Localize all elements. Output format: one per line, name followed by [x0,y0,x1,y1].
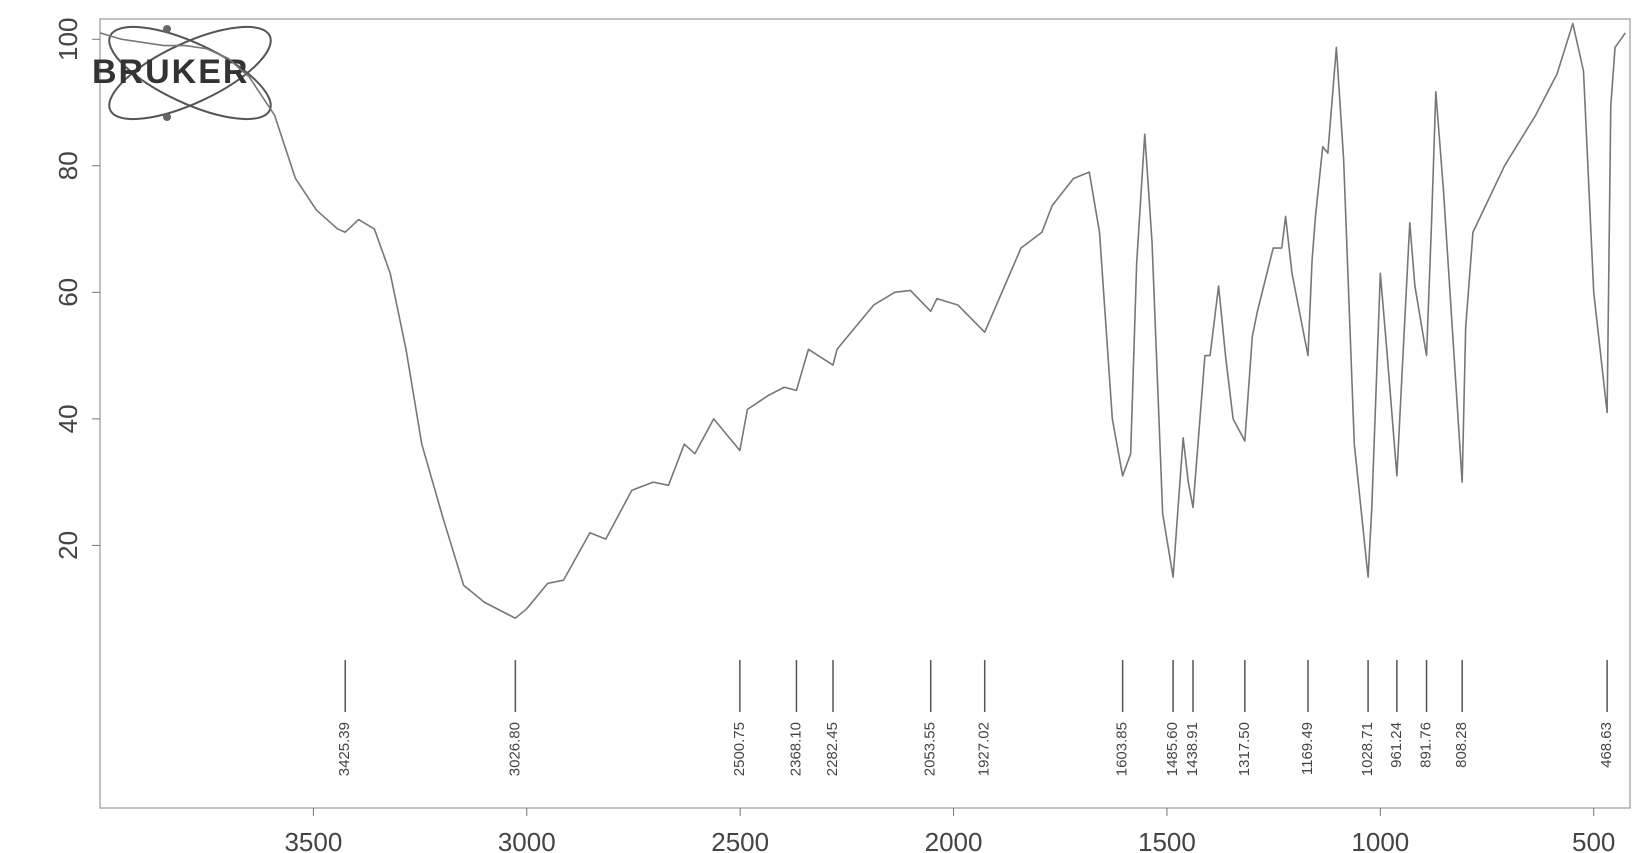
x-tick-label: 1500 [1138,827,1196,853]
peak-label: 3425.39 [336,722,353,776]
peak-label: 1317.50 [1236,722,1253,776]
peak-label: 468.63 [1598,722,1615,768]
logo-text: BRUKER [92,53,249,91]
plot-frame [99,18,1631,809]
y-tick-label: 60 [53,278,83,307]
peak-label: 2053.55 [922,722,939,776]
spectrum-line [99,22,1626,619]
peak-label: 891.76 [1417,722,1434,768]
logo-dot [163,113,171,121]
x-tick-label: 1000 [1351,827,1409,853]
peak-label: 3026.80 [506,722,523,776]
logo-dot [163,25,171,33]
peak-label: 808.28 [1453,722,1470,768]
peak-label: 1927.02 [976,722,993,776]
peak-label: 1438.91 [1184,722,1201,776]
x-tick-label: 3000 [498,827,556,853]
y-tick-label: 80 [53,151,83,180]
peak-label: 1169.49 [1299,722,1316,775]
y-tick-label: 100 [53,18,83,61]
peak-label: 961.24 [1388,722,1405,768]
x-tick-label: 500 [1572,827,1615,853]
x-tick-label: 3500 [284,827,342,853]
y-tick-label: 20 [53,531,83,560]
x-tick-label: 2000 [925,827,983,853]
y-tick-label: 40 [53,404,83,433]
peak-label: 2282.45 [824,722,841,776]
logo: BRUKER [92,25,272,121]
peak-label: 1485.60 [1164,722,1181,776]
x-tick-label: 2500 [711,827,769,853]
peak-label: 1603.85 [1114,722,1131,776]
peak-label: 2500.75 [731,722,748,776]
peak-label: 1028.71 [1359,722,1376,776]
peak-label: 2368.10 [787,722,804,776]
